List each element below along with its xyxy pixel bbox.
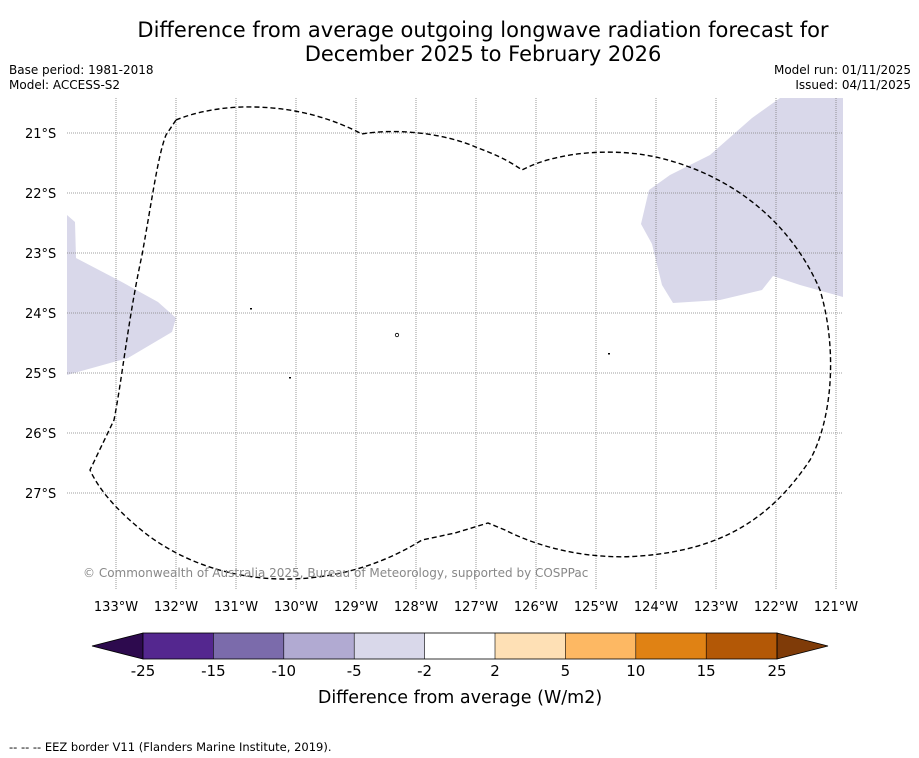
colorbar: -25 -15 -10 -5 -2 2 5 10 15 25 Differenc… — [91, 632, 829, 708]
copyright-text: © Commonwealth of Australia 2025, Bureau… — [83, 566, 588, 580]
lon-label: 129°W — [334, 600, 378, 615]
lat-label: 27°S — [25, 487, 56, 502]
model-run: Model run: 01/11/2025 — [773, 63, 911, 77]
lon-label: 126°W — [514, 600, 558, 615]
lon-label: 121°W — [814, 600, 858, 615]
colorbar-tick: -2 — [417, 662, 432, 680]
island-marker — [250, 308, 252, 310]
island-marker — [608, 353, 610, 355]
lon-label: 124°W — [634, 600, 678, 615]
base-period: Base period: 1981-2018 — [9, 63, 154, 77]
colorbar-bin — [565, 633, 636, 659]
colorbar-bin — [706, 633, 777, 659]
colorbar-bin — [143, 633, 214, 659]
colorbar-bin — [635, 633, 707, 659]
colorbar-tick: 25 — [767, 662, 786, 680]
lat-label: 22°S — [25, 187, 56, 202]
lat-label: 21°S — [25, 127, 56, 142]
colorbar-tick: -10 — [272, 662, 297, 680]
colorbar-tick: 2 — [490, 662, 500, 680]
colorbar-extend-low — [91, 632, 144, 660]
colorbar-tick: -15 — [201, 662, 226, 680]
lat-label: 24°S — [25, 307, 56, 322]
lon-label: 128°W — [394, 600, 438, 615]
colorbar-tick: 10 — [626, 662, 645, 680]
title-line-2: December 2025 to February 2026 — [304, 42, 662, 66]
meta-left: Base period: 1981-2018 Model: ACCESS-S2 — [9, 63, 154, 93]
lon-label: 131°W — [214, 600, 258, 615]
meta-right: Model run: 01/11/2025 Issued: 04/11/2025 — [774, 63, 911, 93]
colorbar-bin — [213, 633, 284, 659]
lon-label: 133°W — [94, 600, 138, 615]
title-line-1: Difference from average outgoing longwav… — [137, 18, 829, 42]
islands — [250, 308, 610, 379]
colorbar-bin — [354, 633, 425, 659]
lon-label: 132°W — [154, 600, 198, 615]
anomaly-region-east — [641, 98, 843, 303]
lon-label: 125°W — [574, 600, 618, 615]
lon-label: 130°W — [274, 600, 318, 615]
colorbar-label: Difference from average (W/m2) — [318, 688, 602, 708]
issued-date: Issued: 04/11/2025 — [795, 78, 911, 92]
colorbar-bin — [283, 633, 355, 659]
colorbar-tick: 15 — [697, 662, 716, 680]
anomaly-region-west — [67, 215, 176, 375]
lon-labels: 133°W 132°W 131°W 130°W 129°W 128°W 127°… — [94, 600, 858, 615]
lon-label: 122°W — [754, 600, 798, 615]
colorbar-tick: -5 — [347, 662, 362, 680]
lat-label: 23°S — [25, 247, 56, 262]
lon-label: 123°W — [694, 600, 738, 615]
eez-border — [89, 106, 832, 580]
chart-title: Difference from average outgoing longwav… — [0, 18, 919, 66]
anomaly-shading — [67, 98, 843, 375]
lat-labels: 21°S 22°S 23°S 24°S 25°S 26°S 27°S — [25, 127, 56, 502]
colorbar-bin — [495, 633, 566, 659]
gridlines — [67, 98, 843, 590]
footer-note: -- -- -- EEZ border V11 (Flanders Marine… — [9, 740, 332, 754]
island-marker — [289, 377, 291, 379]
model-name: Model: ACCESS-S2 — [9, 78, 121, 92]
colorbar-bin — [424, 633, 495, 659]
lat-label: 25°S — [25, 367, 56, 382]
island-marker — [394, 332, 400, 338]
colorbar-tick: 5 — [561, 662, 571, 680]
colorbar-extend-high — [776, 632, 829, 660]
lat-label: 26°S — [25, 427, 56, 442]
colorbar-tick: -25 — [131, 662, 156, 680]
lon-label: 127°W — [454, 600, 498, 615]
